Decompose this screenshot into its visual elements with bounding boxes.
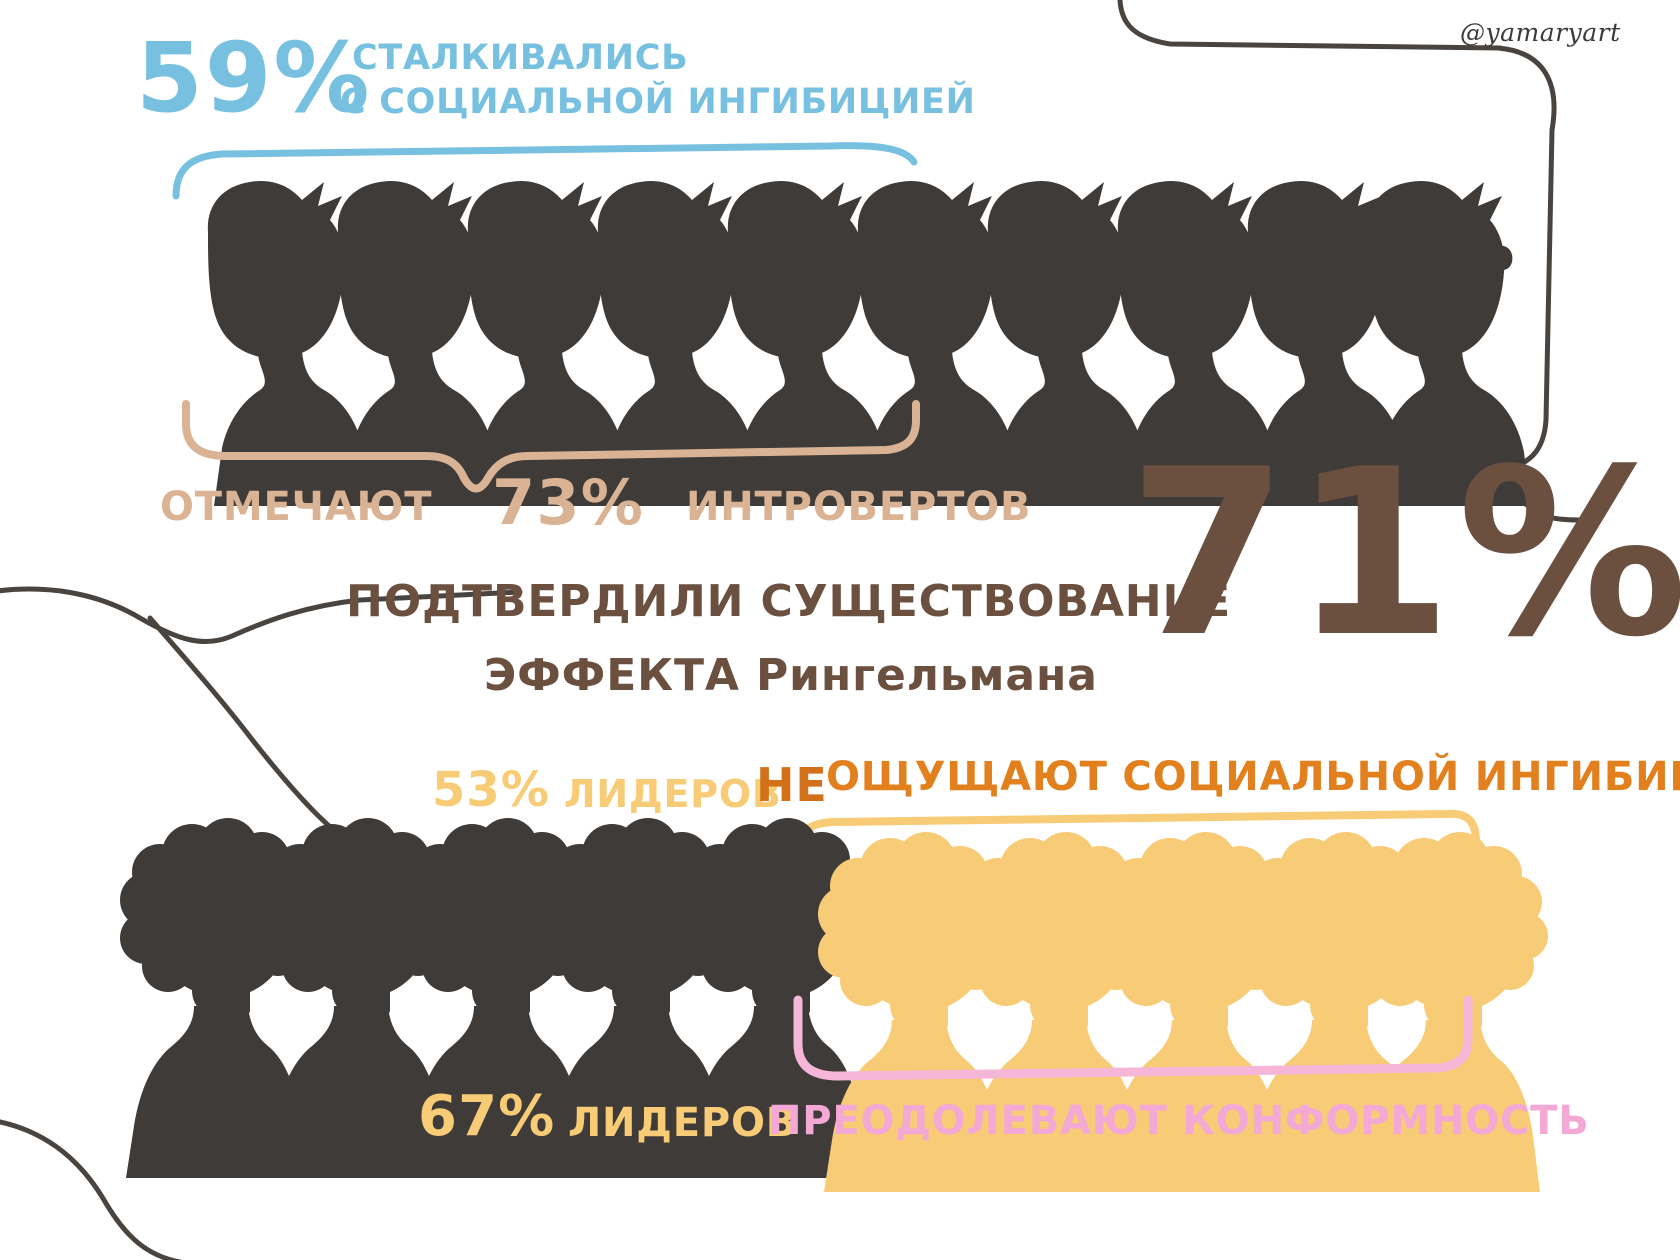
stroke-left-fork-upper	[0, 586, 523, 644]
top-caption-prefix: ОТМЕЧАЮТ	[160, 484, 433, 530]
bottom-headline-rest: ОЩУЩАЮТ СОЦИАЛЬНОЙ ИНГИБИЦИИ	[826, 754, 1680, 800]
bottom-percent-67: 67%	[418, 1084, 556, 1149]
bottom-headline-leaders: ЛИДЕРОВ	[564, 772, 782, 816]
top-caption-suffix: ИНТРОВЕРТОВ	[686, 484, 1032, 530]
top-headline-line2: С СОЦИАЛЬНОЙ ИНГИБИЦИЕЙ	[340, 82, 976, 122]
stroke-right-arrow	[1495, 45, 1583, 523]
middle-line2: ЭФФЕКТА Рингельмана	[484, 650, 1098, 701]
bottom-percent-53: 53%	[432, 762, 550, 818]
top-percent-59: 59%	[136, 22, 372, 134]
bottom-caption-rest: ПРЕОДОЛЕВАЮТ КОНФОРМНОСТЬ	[768, 1098, 1590, 1144]
stroke-top-right	[1117, 0, 1503, 51]
top-headline-line1: СТАЛКИВАЛИСЬ	[352, 38, 689, 78]
middle-line1: ПОДТВЕРДИЛИ СУЩЕСТВОВАНИЕ	[346, 576, 1232, 627]
bottom-headline-negation: НЕ	[756, 758, 828, 812]
middle-percent-71: 71%	[1128, 421, 1680, 688]
bottom-caption-leaders: ЛИДЕРОВ	[568, 1100, 798, 1146]
stroke-bottom-left	[0, 1119, 182, 1260]
top-caption-percent-73: 73%	[492, 466, 645, 539]
watermark: @yamaryart	[1460, 18, 1621, 47]
